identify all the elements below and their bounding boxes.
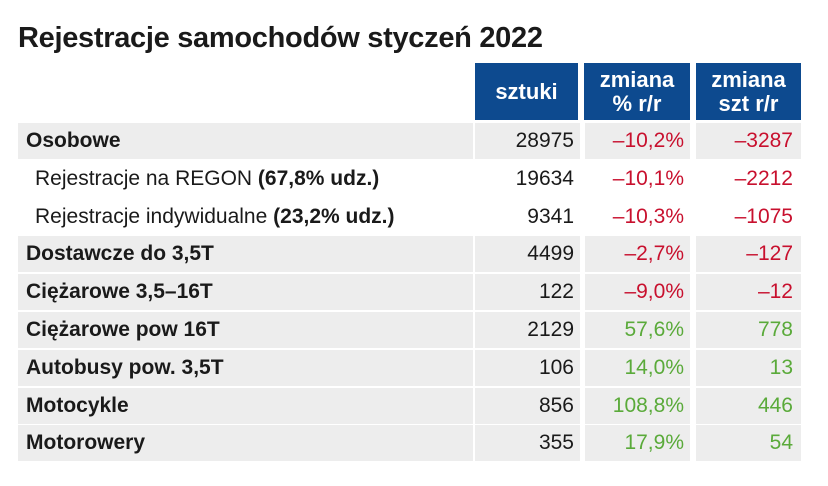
row-change-units: 54	[696, 425, 801, 462]
row-value: 355	[475, 425, 580, 462]
column-header-units-label: sztuki	[495, 78, 558, 104]
row-label: Ciężarowe 3,5–16T	[18, 274, 473, 311]
table-row: Rejestracje na REGON (67,8% udz.) 19634 …	[18, 161, 801, 197]
row-label: Autobusy pow. 3,5T	[18, 349, 473, 386]
row-change-percent: 57,6%	[585, 311, 690, 348]
row-change-percent: –10,1%	[612, 166, 684, 190]
column-header-change-percent: zmiana % r/r	[584, 63, 690, 120]
row-change-units: 446	[696, 387, 801, 424]
row-change-units: –1075	[734, 204, 793, 228]
row-value: 2129	[475, 311, 580, 348]
row-value: 4499	[475, 236, 580, 273]
row-share-note: (67,8% udz.)	[257, 166, 380, 190]
row-change-percent: 14,0%	[585, 349, 690, 386]
table-row: Dostawcze do 3,5T 4499 –2,7% –127	[18, 236, 801, 273]
row-change-percent: –10,3%	[612, 204, 684, 228]
table-row: Motocykle 856 108,8% 446	[18, 387, 801, 424]
row-value: 19634	[515, 166, 574, 190]
row-change-percent: –10,2%	[585, 123, 690, 159]
column-header-change-percent-label: zmiana % r/r	[599, 66, 675, 116]
row-value: 856	[475, 387, 580, 424]
row-label: Motocykle	[18, 387, 473, 424]
row-change-units: –127	[696, 236, 801, 273]
row-change-units: –2212	[734, 166, 793, 190]
row-change-percent: 108,8%	[585, 387, 690, 424]
table-row: Rejestracje indywidualne (23,2% udz.) 93…	[18, 199, 801, 235]
row-change-percent: –9,0%	[585, 274, 690, 311]
row-value: 106	[475, 349, 580, 386]
column-header-change-units: zmiana szt r/r	[696, 63, 801, 120]
table-row: Ciężarowe 3,5–16T 122 –9,0% –12	[18, 274, 801, 311]
row-value: 28975	[475, 123, 580, 159]
row-change-percent: –2,7%	[585, 236, 690, 273]
row-label: Ciężarowe pow 16T	[18, 311, 473, 348]
row-label: Motorowery	[18, 425, 473, 462]
row-label: Dostawcze do 3,5T	[18, 236, 473, 273]
row-change-units: 13	[696, 349, 801, 386]
row-value: 122	[475, 274, 580, 311]
column-header-change-units-label: zmiana szt r/r	[711, 66, 786, 116]
row-label-container: Rejestracje indywidualne (23,2% udz.)	[18, 199, 473, 235]
row-label: Osobowe	[18, 123, 473, 159]
table-row: Osobowe 28975 –10,2% –3287	[18, 123, 801, 159]
row-label-container: Rejestracje na REGON (67,8% udz.)	[18, 161, 473, 197]
row-change-units: –12	[696, 274, 801, 311]
row-share-note: (23,2% udz.)	[273, 204, 395, 228]
registrations-table: Osobowe 28975 –10,2% –3287 Rejestracje n…	[18, 123, 801, 463]
row-change-units: 778	[696, 311, 801, 348]
row-change-units: –3287	[696, 123, 801, 159]
table-row: Ciężarowe pow 16T 2129 57,6% 778	[18, 311, 801, 348]
column-header-units: sztuki	[475, 63, 578, 120]
row-change-percent: 17,9%	[585, 425, 690, 462]
row-label: Rejestracje indywidualne	[35, 204, 274, 228]
row-value: 9341	[527, 204, 574, 228]
row-label: Rejestracje na REGON	[35, 166, 258, 190]
table-row: Motorowery 355 17,9% 54	[18, 425, 801, 462]
page-title: Rejestracje samochodów styczeń 2022	[18, 22, 543, 54]
table-row: Autobusy pow. 3,5T 106 14,0% 13	[18, 349, 801, 386]
